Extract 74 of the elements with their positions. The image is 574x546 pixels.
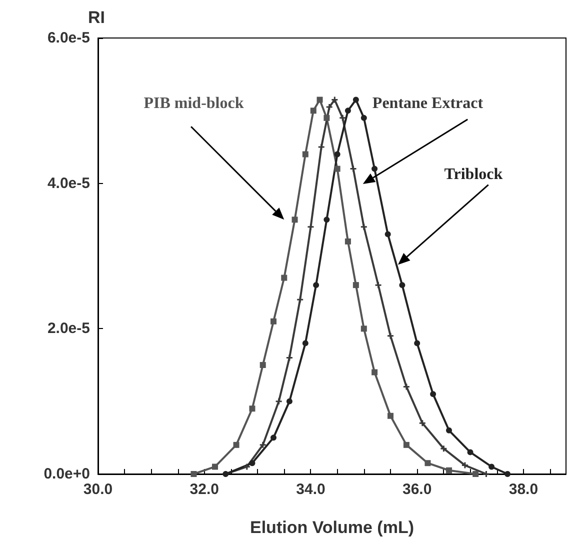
y-tick-label: 6.0e-5 — [47, 30, 90, 46]
y-tick-label: 4.0e-5 — [47, 174, 90, 192]
point — [249, 406, 256, 412]
point — [360, 326, 367, 332]
series-label: Pentane Extract — [372, 94, 484, 112]
point — [334, 151, 340, 158]
point — [308, 224, 314, 230]
point — [310, 108, 316, 114]
point — [352, 282, 359, 288]
text: PIB mid-block — [144, 94, 244, 112]
x-tick-label: 30.0 — [83, 481, 113, 498]
point — [388, 332, 394, 339]
point — [440, 446, 447, 452]
point — [344, 238, 351, 244]
point — [344, 108, 351, 114]
point — [233, 442, 240, 448]
point — [462, 462, 468, 468]
point — [483, 471, 490, 477]
point — [281, 274, 288, 281]
point — [488, 464, 495, 470]
point — [403, 384, 410, 390]
point — [326, 104, 332, 110]
point — [446, 427, 452, 434]
point — [472, 471, 479, 477]
point — [249, 460, 256, 466]
point — [372, 369, 378, 376]
point — [388, 412, 394, 419]
point — [419, 420, 426, 426]
text: Triblock — [444, 166, 503, 184]
point — [212, 464, 218, 470]
point — [399, 282, 406, 288]
point — [403, 442, 410, 448]
y-axis-title: RI — [88, 8, 105, 27]
point — [324, 114, 330, 121]
point — [424, 460, 431, 466]
point — [244, 464, 250, 470]
point — [260, 362, 266, 368]
point — [334, 166, 340, 172]
point — [375, 282, 382, 288]
point — [318, 144, 324, 150]
point — [446, 467, 452, 474]
y-tick-label: 2.0e-5 — [47, 320, 90, 338]
point — [316, 96, 323, 103]
point — [350, 166, 356, 172]
x-tick-label: 38.0 — [508, 481, 538, 498]
point — [302, 340, 308, 346]
point — [352, 96, 359, 103]
x-tick-label: 34.0 — [296, 481, 326, 498]
y-tick-label: 0.0e+0 — [44, 466, 90, 482]
point — [297, 296, 304, 303]
x-tick-label: 36.0 — [402, 481, 432, 498]
point — [372, 166, 378, 172]
point — [286, 354, 292, 361]
point — [360, 114, 367, 121]
point — [313, 282, 320, 288]
point — [467, 449, 474, 456]
point — [260, 442, 266, 448]
point — [324, 216, 330, 223]
point — [430, 391, 436, 398]
point — [270, 318, 276, 324]
point — [332, 96, 338, 103]
point — [270, 434, 276, 441]
point — [414, 340, 420, 346]
point — [276, 398, 282, 404]
x-tick-label: 32.0 — [190, 481, 219, 498]
point — [292, 216, 298, 223]
point — [360, 224, 367, 230]
point — [286, 398, 292, 404]
x-axis-title: Elution Volume (mL) — [250, 518, 414, 537]
point — [340, 114, 346, 121]
point — [302, 151, 308, 158]
point — [190, 471, 197, 477]
point — [504, 471, 510, 477]
point — [384, 231, 391, 238]
